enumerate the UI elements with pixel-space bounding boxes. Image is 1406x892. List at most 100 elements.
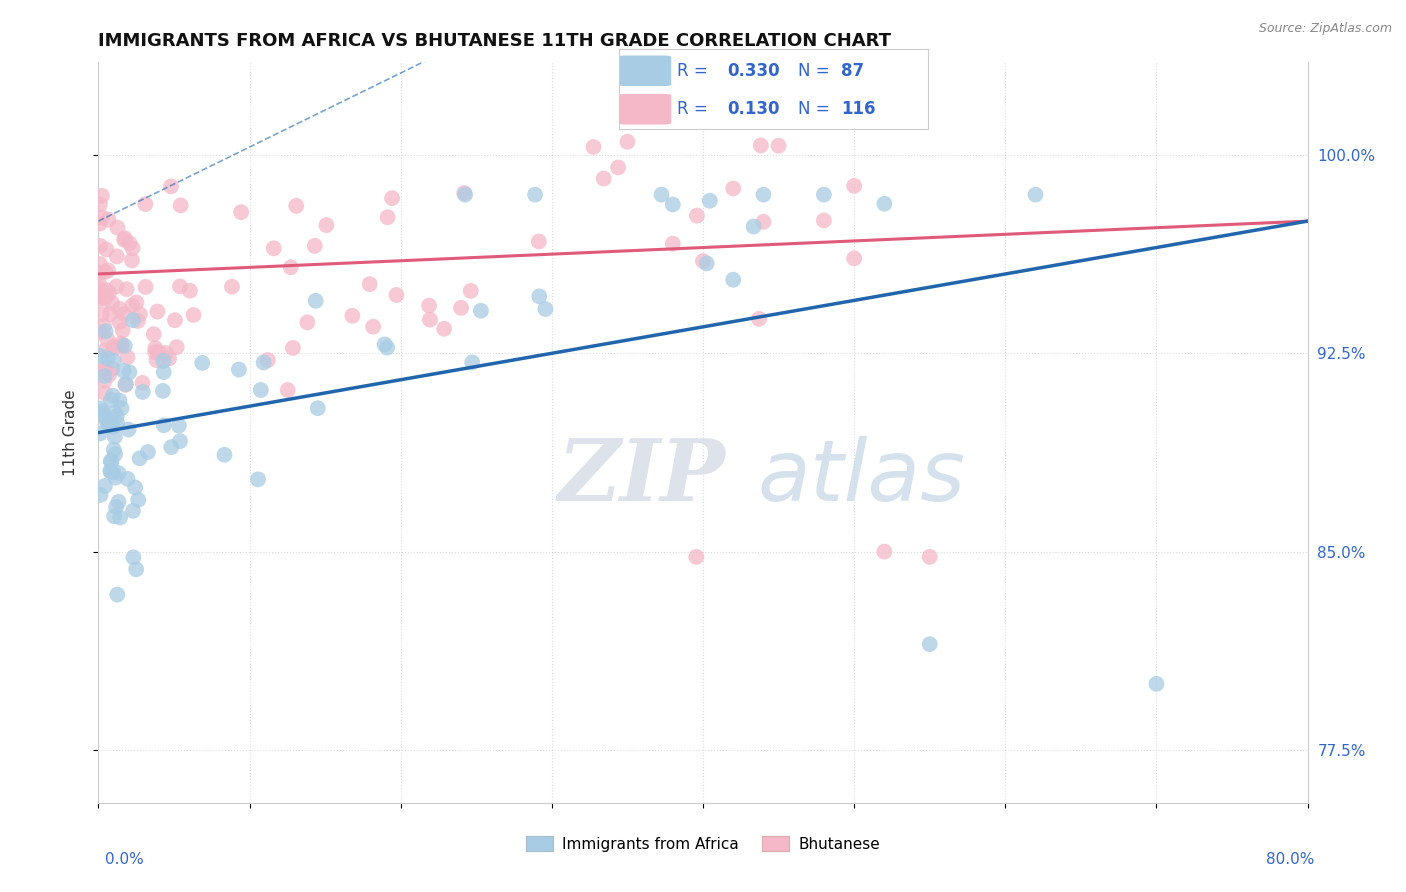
- Point: [94, 343, 117, 358]
- Point: [918, 549, 941, 564]
- Point: [94, 386, 117, 401]
- Point: [114, 377, 136, 392]
- Point: [104, 405, 127, 419]
- Text: 0.130: 0.130: [727, 100, 779, 119]
- Point: [112, 364, 135, 378]
- Point: [813, 213, 835, 227]
- Point: [752, 187, 775, 202]
- Text: atlas: atlas: [758, 435, 966, 518]
- Point: [114, 377, 136, 392]
- Point: [699, 194, 721, 208]
- Point: [375, 341, 398, 355]
- Point: [97, 418, 120, 433]
- Text: N =: N =: [799, 100, 835, 119]
- Point: [105, 279, 128, 293]
- Text: 116: 116: [841, 100, 876, 119]
- Point: [723, 181, 745, 195]
- Point: [167, 418, 190, 433]
- Point: [105, 249, 128, 263]
- Point: [89, 217, 111, 231]
- Point: [98, 464, 121, 478]
- Point: [91, 404, 114, 418]
- Point: [100, 454, 122, 468]
- Point: [191, 356, 214, 370]
- Point: [307, 401, 329, 416]
- Point: [94, 292, 117, 306]
- Point: [94, 363, 117, 377]
- Point: [146, 304, 169, 318]
- Point: [374, 337, 396, 351]
- Point: [277, 383, 299, 397]
- Point: [105, 409, 128, 423]
- Point: [152, 365, 174, 379]
- Point: [89, 289, 111, 303]
- Point: [118, 365, 141, 379]
- Point: [93, 369, 115, 384]
- Point: [112, 307, 135, 321]
- Point: [121, 253, 143, 268]
- Point: [582, 140, 605, 154]
- Point: [143, 345, 166, 359]
- Point: [813, 187, 835, 202]
- Point: [134, 280, 156, 294]
- Point: [844, 252, 866, 266]
- Point: [686, 209, 709, 223]
- Point: [93, 374, 115, 388]
- Point: [89, 239, 111, 253]
- Point: [179, 284, 201, 298]
- Point: [229, 205, 252, 219]
- Point: [112, 233, 135, 247]
- Point: [377, 211, 399, 225]
- Point: [89, 278, 111, 293]
- Point: [169, 279, 191, 293]
- Point: [107, 220, 129, 235]
- Point: [93, 408, 115, 422]
- Point: [157, 351, 180, 366]
- Point: [91, 189, 114, 203]
- Point: [607, 161, 630, 175]
- Point: [454, 187, 477, 202]
- Point: [121, 298, 143, 312]
- Point: [93, 318, 115, 333]
- Point: [228, 362, 250, 376]
- Point: [96, 283, 118, 297]
- Point: [918, 637, 941, 651]
- Point: [453, 186, 475, 200]
- Point: [103, 353, 125, 368]
- Point: [104, 470, 127, 484]
- Point: [114, 339, 136, 353]
- Text: N =: N =: [799, 62, 835, 79]
- Point: [297, 315, 319, 329]
- Point: [169, 434, 191, 449]
- Point: [342, 309, 364, 323]
- Point: [98, 307, 121, 321]
- Point: [433, 322, 456, 336]
- Point: [101, 389, 124, 403]
- Point: [122, 550, 145, 565]
- Text: 80.0%: 80.0%: [1267, 852, 1315, 867]
- Point: [461, 355, 484, 369]
- Point: [183, 308, 205, 322]
- Point: [768, 138, 790, 153]
- Point: [108, 315, 131, 329]
- Point: [1144, 677, 1167, 691]
- Point: [125, 295, 148, 310]
- Point: [117, 423, 139, 437]
- Point: [107, 495, 129, 509]
- Point: [131, 376, 153, 390]
- Point: [100, 455, 122, 469]
- Point: [117, 351, 139, 365]
- Point: [94, 291, 117, 305]
- Text: IMMIGRANTS FROM AFRICA VS BHUTANESE 11TH GRADE CORRELATION CHART: IMMIGRANTS FROM AFRICA VS BHUTANESE 11TH…: [98, 32, 891, 50]
- Point: [650, 187, 672, 202]
- Point: [89, 282, 111, 296]
- Point: [103, 342, 125, 356]
- Point: [470, 303, 492, 318]
- Point: [104, 447, 127, 461]
- Point: [108, 393, 131, 408]
- Point: [89, 401, 111, 416]
- Text: Source: ZipAtlas.com: Source: ZipAtlas.com: [1258, 22, 1392, 36]
- Point: [616, 135, 638, 149]
- Text: 0.330: 0.330: [727, 62, 779, 79]
- Point: [873, 544, 896, 558]
